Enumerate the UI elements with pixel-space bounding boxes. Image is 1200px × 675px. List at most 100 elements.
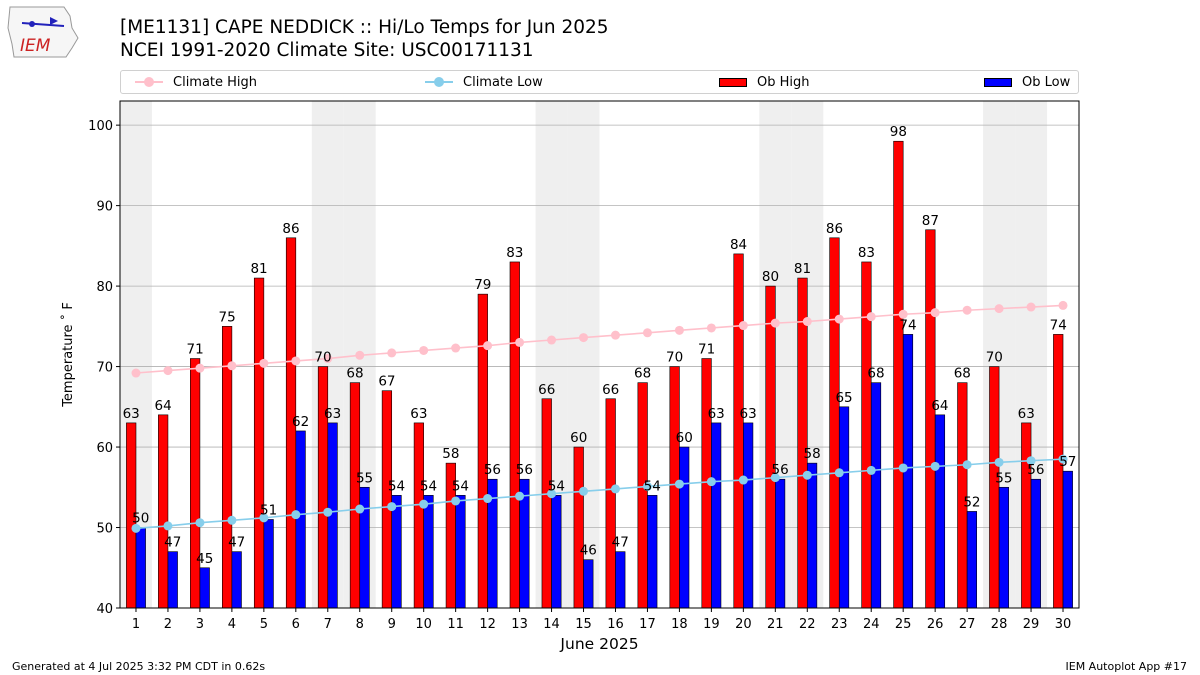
ob-low-bar bbox=[711, 422, 722, 609]
ob-high-label: 68 bbox=[346, 366, 363, 382]
climate-low-point bbox=[1026, 456, 1036, 466]
climate-low-point bbox=[163, 521, 173, 531]
climate-low-point bbox=[610, 484, 620, 494]
ob-high-label: 74 bbox=[1050, 317, 1067, 333]
climate-low-point bbox=[355, 504, 365, 514]
ob-low-label: 56 bbox=[1027, 462, 1044, 478]
climate-low-point bbox=[451, 496, 461, 506]
ob-high-label: 98 bbox=[890, 124, 907, 140]
y-tick-label: 50 bbox=[96, 522, 113, 537]
ob-high-label: 67 bbox=[378, 374, 395, 390]
ob-high-bar bbox=[253, 277, 265, 609]
climate-low-point bbox=[994, 457, 1004, 467]
x-tick-label: 3 bbox=[196, 617, 204, 632]
climate-low-point bbox=[131, 523, 141, 533]
ob-low-bar bbox=[167, 551, 178, 609]
ob-high-label: 63 bbox=[410, 406, 427, 422]
ob-high-bar bbox=[509, 261, 520, 609]
ob-low-bar bbox=[838, 406, 850, 609]
ob-low-bar bbox=[263, 519, 274, 609]
climate-low-point bbox=[706, 477, 716, 487]
ob-high-label: 64 bbox=[155, 398, 172, 414]
x-tick-label: 18 bbox=[671, 617, 688, 632]
x-tick-label: 29 bbox=[1023, 617, 1040, 632]
ob-high-bar bbox=[605, 398, 616, 609]
ob-low-label: 54 bbox=[420, 478, 437, 494]
ob-low-label: 54 bbox=[388, 478, 405, 494]
ob-low-label: 47 bbox=[228, 535, 245, 551]
x-tick-label: 23 bbox=[831, 617, 848, 632]
ob-low-bar bbox=[647, 495, 658, 609]
ob-low-bar bbox=[199, 567, 210, 609]
climate-high-point bbox=[387, 348, 397, 358]
y-axis-label: Temperature ˚ F bbox=[60, 302, 76, 408]
climate-high-point bbox=[131, 368, 141, 378]
legend-item-ob-low: Ob Low bbox=[984, 71, 1070, 93]
legend-item-climate-high: Climate High bbox=[135, 71, 257, 93]
ob-high-bar bbox=[1053, 334, 1064, 609]
climate-high-point bbox=[930, 308, 940, 318]
ob-low-label: 62 bbox=[292, 414, 309, 430]
x-tick-label: 2 bbox=[164, 617, 172, 632]
ob-low-bar bbox=[743, 422, 754, 609]
x-tick-label: 28 bbox=[991, 617, 1008, 632]
generated-footnote: Generated at 4 Jul 2025 3:32 PM CDT in 0… bbox=[12, 660, 266, 673]
ob-high-label: 83 bbox=[506, 245, 523, 261]
x-tick-label: 26 bbox=[927, 617, 944, 632]
ob-high-label: 81 bbox=[794, 261, 811, 277]
ob-low-label: 56 bbox=[516, 462, 533, 478]
ob-high-bar bbox=[893, 140, 904, 609]
ob-high-label: 70 bbox=[666, 350, 683, 366]
ob-low-label: 64 bbox=[931, 398, 948, 414]
ob-high-label: 63 bbox=[123, 406, 140, 422]
ob-high-bar bbox=[573, 446, 584, 609]
legend-label: Ob High bbox=[757, 74, 810, 90]
climate-high-point bbox=[483, 341, 493, 351]
climate-high-point bbox=[674, 325, 684, 335]
x-tick-label: 9 bbox=[388, 617, 396, 632]
x-tick-label: 24 bbox=[863, 617, 880, 632]
ob-low-bar bbox=[679, 446, 690, 609]
climate-low-point bbox=[834, 468, 844, 478]
climate-high-point bbox=[195, 363, 205, 373]
ob-high-bar bbox=[733, 253, 744, 609]
x-tick-label: 11 bbox=[447, 617, 464, 632]
x-tick-label: 22 bbox=[799, 617, 816, 632]
climate-low-point bbox=[259, 513, 269, 523]
x-tick-label: 4 bbox=[228, 617, 236, 632]
ob-low-label: 58 bbox=[803, 446, 820, 462]
ob-high-label: 81 bbox=[250, 261, 267, 277]
ob-low-label: 63 bbox=[740, 406, 757, 422]
ob-high-bar bbox=[925, 229, 936, 609]
legend-line-swatch bbox=[425, 77, 453, 87]
climate-low-point bbox=[1058, 454, 1068, 464]
logo-wind-vane-icon bbox=[21, 22, 65, 27]
ob-low-bar bbox=[775, 478, 786, 609]
y-tick-label: 80 bbox=[96, 280, 113, 295]
ob-low-bar bbox=[806, 462, 818, 609]
ob-low-bar bbox=[295, 430, 306, 609]
x-tick-label: 1 bbox=[132, 617, 140, 632]
ob-high-label: 58 bbox=[442, 446, 459, 462]
climate-high-point bbox=[355, 350, 365, 360]
climate-low-point bbox=[387, 502, 397, 512]
ob-high-bar bbox=[349, 382, 361, 609]
climate-low-point bbox=[642, 481, 652, 491]
climate-high-point bbox=[547, 335, 557, 345]
legend-bar-swatch bbox=[984, 77, 1012, 87]
x-tick-label: 6 bbox=[292, 617, 300, 632]
legend-label: Ob Low bbox=[1022, 74, 1071, 90]
x-tick-label: 16 bbox=[607, 617, 624, 632]
ob-high-bar bbox=[381, 390, 393, 609]
ob-low-bar bbox=[1062, 470, 1073, 609]
ob-low-label: 68 bbox=[867, 366, 884, 382]
x-axis-label: June 2025 bbox=[559, 635, 638, 653]
ob-low-label: 56 bbox=[772, 462, 789, 478]
climate-low-point bbox=[195, 518, 205, 528]
climate-low-point bbox=[738, 475, 748, 485]
ob-low-label: 47 bbox=[164, 535, 181, 551]
climate-high-point bbox=[962, 305, 972, 315]
ob-high-label: 68 bbox=[954, 366, 971, 382]
chart-title: [ME1131] CAPE NEDDICK :: Hi/Lo Temps for… bbox=[120, 17, 609, 38]
ob-high-label: 60 bbox=[570, 430, 587, 446]
